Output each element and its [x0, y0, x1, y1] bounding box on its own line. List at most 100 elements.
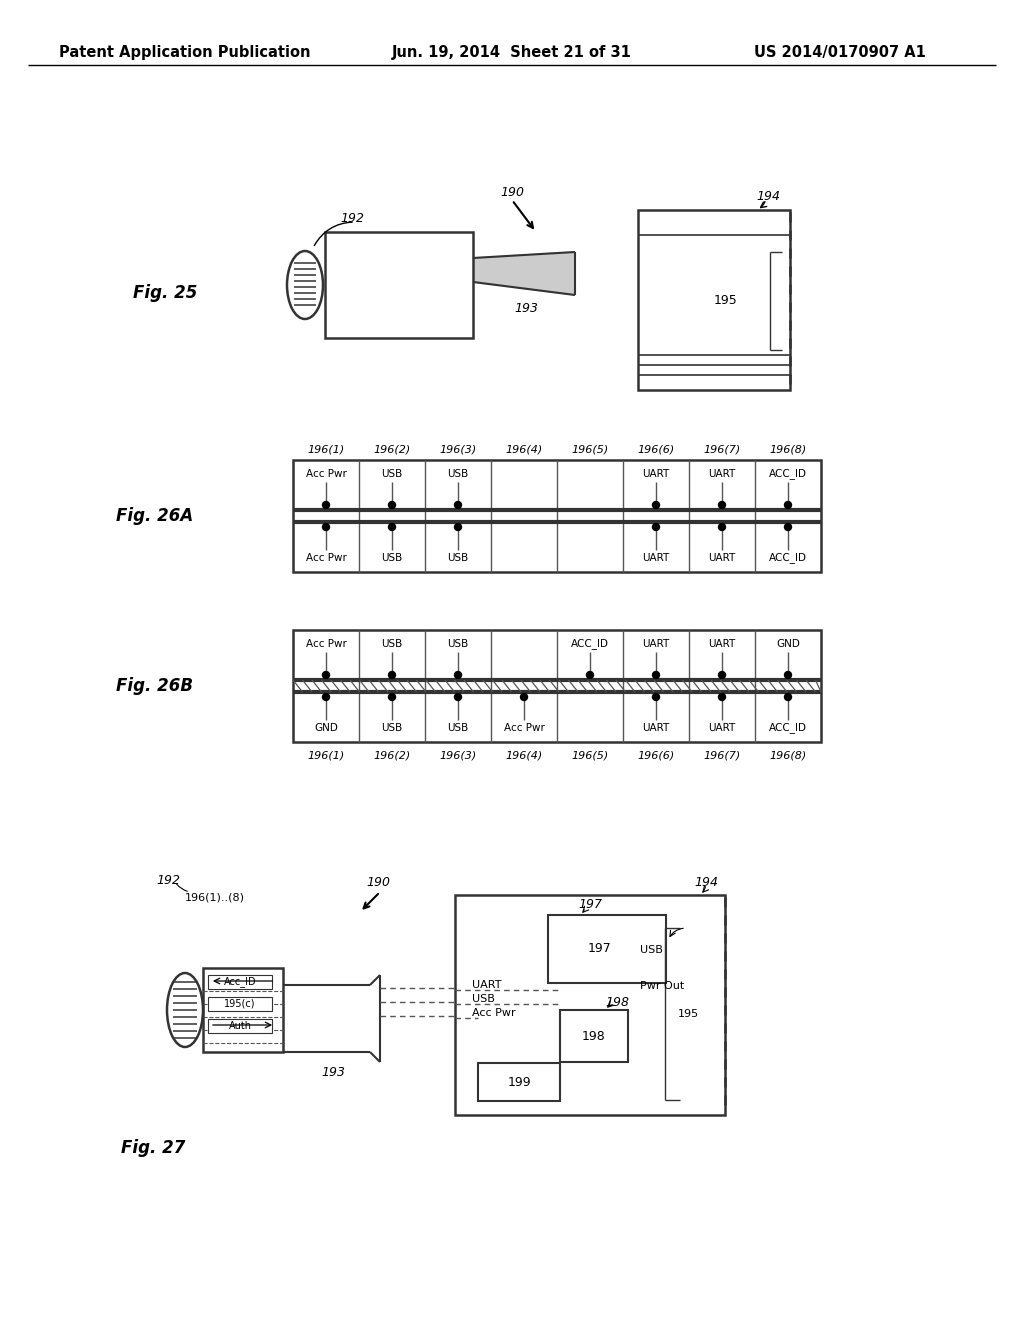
Text: 196(8): 196(8): [769, 750, 807, 760]
Text: UART: UART: [709, 723, 735, 733]
Text: 192: 192: [156, 874, 180, 887]
Text: ACC_ID: ACC_ID: [769, 722, 807, 734]
Text: 193: 193: [321, 1065, 345, 1078]
Bar: [548, 915, 666, 983]
Text: 196(2): 196(2): [374, 445, 411, 455]
Text: 198: 198: [582, 1030, 606, 1043]
Text: USB: USB: [447, 723, 469, 733]
Ellipse shape: [287, 251, 323, 319]
Circle shape: [455, 693, 462, 701]
Circle shape: [784, 693, 792, 701]
Text: 196(1): 196(1): [307, 445, 345, 455]
Text: 198: 198: [605, 995, 629, 1008]
Bar: [208, 997, 272, 1011]
Circle shape: [323, 502, 330, 508]
Text: Acc_ID: Acc_ID: [223, 977, 256, 987]
Text: GND: GND: [776, 639, 800, 649]
Text: 197: 197: [588, 942, 612, 956]
Text: UART: UART: [472, 979, 502, 990]
Text: USB: USB: [447, 639, 469, 649]
Circle shape: [784, 672, 792, 678]
Text: Acc Pwr: Acc Pwr: [472, 1008, 516, 1018]
Text: USB: USB: [381, 553, 402, 564]
Text: Pwr Out: Pwr Out: [640, 981, 684, 991]
Text: ACC_ID: ACC_ID: [769, 553, 807, 564]
Circle shape: [323, 524, 330, 531]
Circle shape: [455, 502, 462, 508]
Text: ACC_ID: ACC_ID: [769, 469, 807, 479]
Circle shape: [388, 693, 395, 701]
Circle shape: [323, 693, 330, 701]
Text: Fig. 26A: Fig. 26A: [117, 507, 194, 525]
Text: 196(1)..(8): 196(1)..(8): [185, 894, 245, 903]
Text: 196(1): 196(1): [307, 750, 345, 760]
Text: UART: UART: [642, 723, 670, 733]
Text: Acc Pwr: Acc Pwr: [305, 553, 346, 564]
Text: USB: USB: [640, 945, 663, 954]
Text: USB: USB: [472, 994, 495, 1005]
Text: Acc Pwr: Acc Pwr: [504, 723, 545, 733]
Text: USB: USB: [381, 469, 402, 479]
Circle shape: [719, 502, 725, 508]
Circle shape: [455, 524, 462, 531]
Circle shape: [520, 693, 527, 701]
Bar: [325, 232, 473, 338]
Text: US 2014/0170907 A1: US 2014/0170907 A1: [754, 45, 926, 59]
Text: UART: UART: [709, 639, 735, 649]
Text: 196(5): 196(5): [571, 750, 608, 760]
Text: 190: 190: [500, 186, 524, 199]
Text: 196(5): 196(5): [571, 445, 608, 455]
Circle shape: [719, 672, 725, 678]
Text: UART: UART: [709, 469, 735, 479]
Text: 196(7): 196(7): [703, 445, 740, 455]
Text: Fig. 25: Fig. 25: [133, 284, 198, 302]
Bar: [293, 459, 821, 572]
Circle shape: [784, 502, 792, 508]
Circle shape: [652, 693, 659, 701]
Bar: [560, 1010, 628, 1063]
Circle shape: [652, 672, 659, 678]
Circle shape: [388, 502, 395, 508]
Text: ACC_ID: ACC_ID: [571, 639, 609, 649]
Bar: [293, 630, 821, 742]
Bar: [208, 975, 272, 989]
Circle shape: [652, 502, 659, 508]
Text: 193: 193: [514, 301, 538, 314]
Text: UART: UART: [642, 639, 670, 649]
Text: Fig. 27: Fig. 27: [121, 1139, 185, 1158]
Circle shape: [784, 524, 792, 531]
Text: 196(3): 196(3): [439, 750, 476, 760]
Bar: [208, 1019, 272, 1034]
Text: 196(4): 196(4): [506, 750, 543, 760]
Text: Auth: Auth: [228, 1020, 252, 1031]
Bar: [203, 968, 283, 1052]
Text: 196(7): 196(7): [703, 750, 740, 760]
Circle shape: [388, 524, 395, 531]
Text: 195: 195: [678, 1008, 699, 1019]
Text: GND: GND: [314, 723, 338, 733]
Text: 194: 194: [694, 875, 718, 888]
Bar: [638, 210, 790, 389]
Circle shape: [719, 693, 725, 701]
Circle shape: [652, 524, 659, 531]
Text: USB: USB: [381, 723, 402, 733]
Ellipse shape: [167, 973, 203, 1047]
Text: Patent Application Publication: Patent Application Publication: [59, 45, 310, 59]
Text: 196(4): 196(4): [506, 445, 543, 455]
Text: UART: UART: [642, 469, 670, 479]
Text: 196(6): 196(6): [637, 445, 675, 455]
Circle shape: [455, 672, 462, 678]
Text: 192: 192: [340, 211, 364, 224]
Polygon shape: [473, 252, 575, 294]
Text: 190: 190: [366, 875, 390, 888]
Text: USB: USB: [447, 553, 469, 564]
Text: 196(6): 196(6): [637, 750, 675, 760]
Text: 197: 197: [578, 899, 602, 912]
Text: Acc Pwr: Acc Pwr: [305, 469, 346, 479]
Text: UART: UART: [642, 553, 670, 564]
Bar: [478, 1063, 560, 1101]
Text: Fig. 26B: Fig. 26B: [117, 677, 194, 696]
Text: 196(3): 196(3): [439, 445, 476, 455]
Circle shape: [388, 672, 395, 678]
Circle shape: [323, 672, 330, 678]
